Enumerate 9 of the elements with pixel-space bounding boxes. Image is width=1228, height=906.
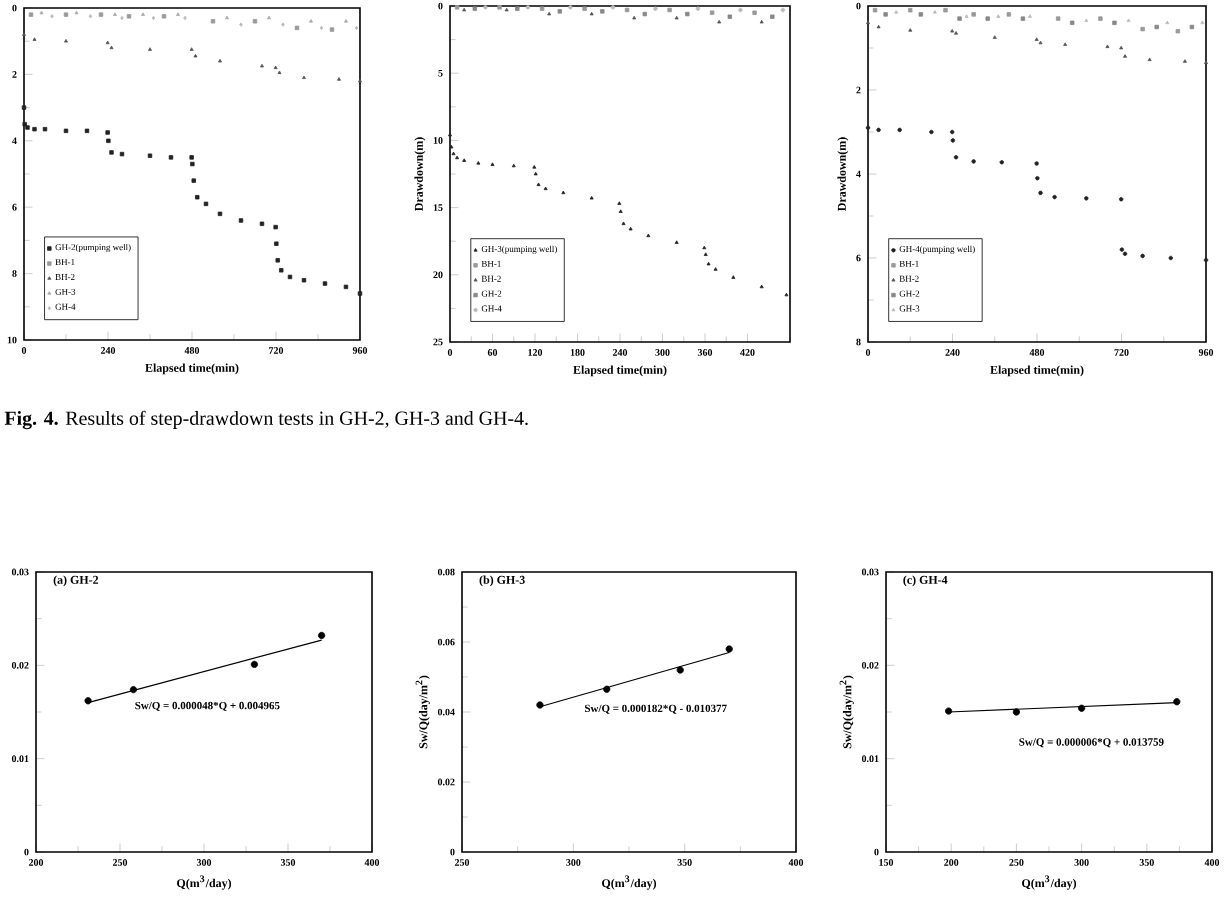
point (84, 697, 92, 705)
point (603, 685, 611, 693)
point (725, 645, 733, 653)
point (250, 660, 258, 668)
text: Fig. 4. Results of step-drawdown tests in GH-2, GH-3 and GH-4. (4, 410, 528, 430)
point (318, 631, 326, 640)
point (129, 686, 138, 694)
point (676, 666, 684, 674)
point (536, 701, 544, 709)
